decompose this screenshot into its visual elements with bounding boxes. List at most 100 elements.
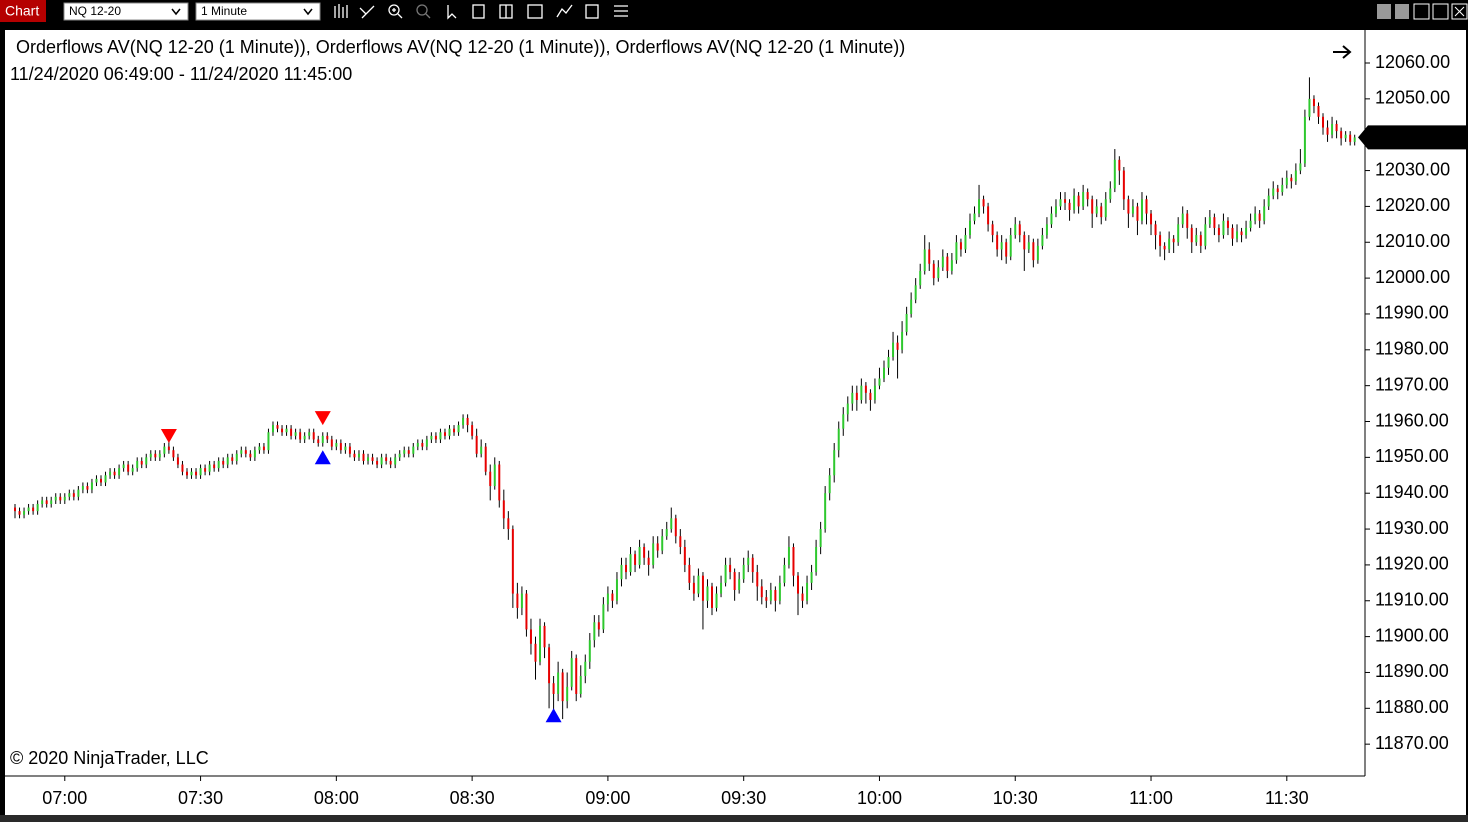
candle-body xyxy=(810,572,813,583)
candle-body xyxy=(235,453,238,461)
candle-body xyxy=(661,536,664,551)
instrument-select[interactable] xyxy=(63,2,189,21)
y-tick-label: 12020.00 xyxy=(1375,195,1450,215)
candle-body xyxy=(149,453,152,458)
candle-body xyxy=(769,590,772,601)
y-tick-label: 11980.00 xyxy=(1375,339,1449,359)
candle-body xyxy=(32,507,35,512)
y-tick-label: 12030.00 xyxy=(1375,159,1450,179)
zoom-out-icon[interactable] xyxy=(416,4,428,16)
candle-body xyxy=(1104,199,1107,218)
candle-body xyxy=(457,425,460,433)
candle-body xyxy=(570,658,573,687)
candle-body xyxy=(1204,224,1207,246)
chart-subtitle: 11/24/2020 06:49:00 - 11/24/2020 11:45:0… xyxy=(10,64,352,84)
candle-body xyxy=(751,557,754,573)
window-button[interactable] xyxy=(1395,4,1409,19)
candle-body xyxy=(1082,192,1085,207)
candle-body xyxy=(453,428,456,433)
candle-body xyxy=(1113,159,1116,189)
x-tick-label: 09:30 xyxy=(721,788,766,808)
pointer-icon[interactable] xyxy=(447,5,457,20)
y-tick-label: 11950.00 xyxy=(1375,446,1449,466)
candle-body xyxy=(1136,206,1139,221)
candle-body xyxy=(941,256,944,268)
candle-body xyxy=(136,460,139,469)
minimize-button[interactable] xyxy=(1413,3,1430,20)
candle-body xyxy=(665,529,668,537)
candle-body xyxy=(131,468,134,472)
data-icon[interactable] xyxy=(472,4,485,19)
draw-icon[interactable] xyxy=(359,5,375,19)
properties-icon[interactable] xyxy=(614,5,628,17)
indicator-icon[interactable] xyxy=(556,4,573,18)
candle-body xyxy=(416,443,419,447)
candle-body xyxy=(552,683,555,694)
interval-select[interactable] xyxy=(195,2,321,21)
candle-body xyxy=(643,546,646,558)
candle-body xyxy=(95,478,98,483)
candle-body xyxy=(652,543,655,565)
y-tick-label: 11920.00 xyxy=(1375,554,1449,574)
candle-body xyxy=(86,486,89,490)
tab-label[interactable] xyxy=(0,0,46,22)
candle-body xyxy=(815,546,818,573)
strategy-icon[interactable] xyxy=(585,4,599,19)
candle-body xyxy=(104,475,107,483)
candle-body xyxy=(950,260,953,271)
candle-body xyxy=(584,661,587,677)
candle-body xyxy=(978,199,981,214)
window-button[interactable] xyxy=(1377,4,1391,19)
candle-body xyxy=(321,435,324,444)
scrollbar[interactable] xyxy=(0,815,1468,822)
candle-body xyxy=(611,593,614,601)
candle-body xyxy=(602,604,605,630)
bars-icon[interactable] xyxy=(334,4,348,18)
candle-body xyxy=(1068,202,1071,210)
panel-icon[interactable] xyxy=(499,4,513,19)
candle-body xyxy=(892,342,895,357)
candle-body xyxy=(701,575,704,601)
y-tick-label: 11870.00 xyxy=(1375,733,1449,753)
candle-body xyxy=(81,486,84,490)
candle-body xyxy=(1064,199,1067,203)
candle-body xyxy=(1308,98,1311,117)
candle-body xyxy=(1312,98,1315,107)
zoom-in-icon[interactable] xyxy=(388,4,400,16)
candle-body xyxy=(145,457,148,465)
toolbar-icons xyxy=(334,4,628,20)
scroll-arrow[interactable] xyxy=(1333,45,1352,59)
candle-body xyxy=(1168,238,1171,250)
candle-body xyxy=(172,450,175,458)
candle-body xyxy=(1181,213,1184,225)
candle-body xyxy=(833,450,836,476)
candle-body xyxy=(1172,238,1175,243)
candle-body xyxy=(516,593,519,608)
candle-body xyxy=(1281,184,1284,193)
close-button[interactable] xyxy=(1451,3,1468,20)
candle-body xyxy=(1195,235,1198,243)
maximize-button[interactable] xyxy=(1432,3,1449,20)
y-tick-label: 12010.00 xyxy=(1375,231,1450,251)
candle-body xyxy=(167,446,170,451)
candle-body xyxy=(864,385,867,393)
candle-body xyxy=(1100,206,1103,218)
template-icon[interactable] xyxy=(527,4,543,19)
candle-body xyxy=(905,313,908,332)
candle-body xyxy=(1190,227,1193,243)
candle-body xyxy=(525,593,528,630)
candle-body xyxy=(36,503,39,512)
candle-body xyxy=(1240,231,1243,236)
candle-body xyxy=(1290,177,1293,182)
candle-body xyxy=(389,460,392,465)
y-tick-label: 11960.00 xyxy=(1375,410,1449,430)
candle-body xyxy=(1299,163,1302,171)
candle-body xyxy=(674,518,677,537)
candle-body xyxy=(312,432,315,440)
chart-title: Orderflows AV(NQ 12-20 (1 Minute)), Orde… xyxy=(16,37,905,57)
candle-body xyxy=(190,471,193,476)
candle-body xyxy=(539,625,542,662)
x-tick-label: 07:30 xyxy=(178,788,223,808)
candle-body xyxy=(185,471,188,476)
